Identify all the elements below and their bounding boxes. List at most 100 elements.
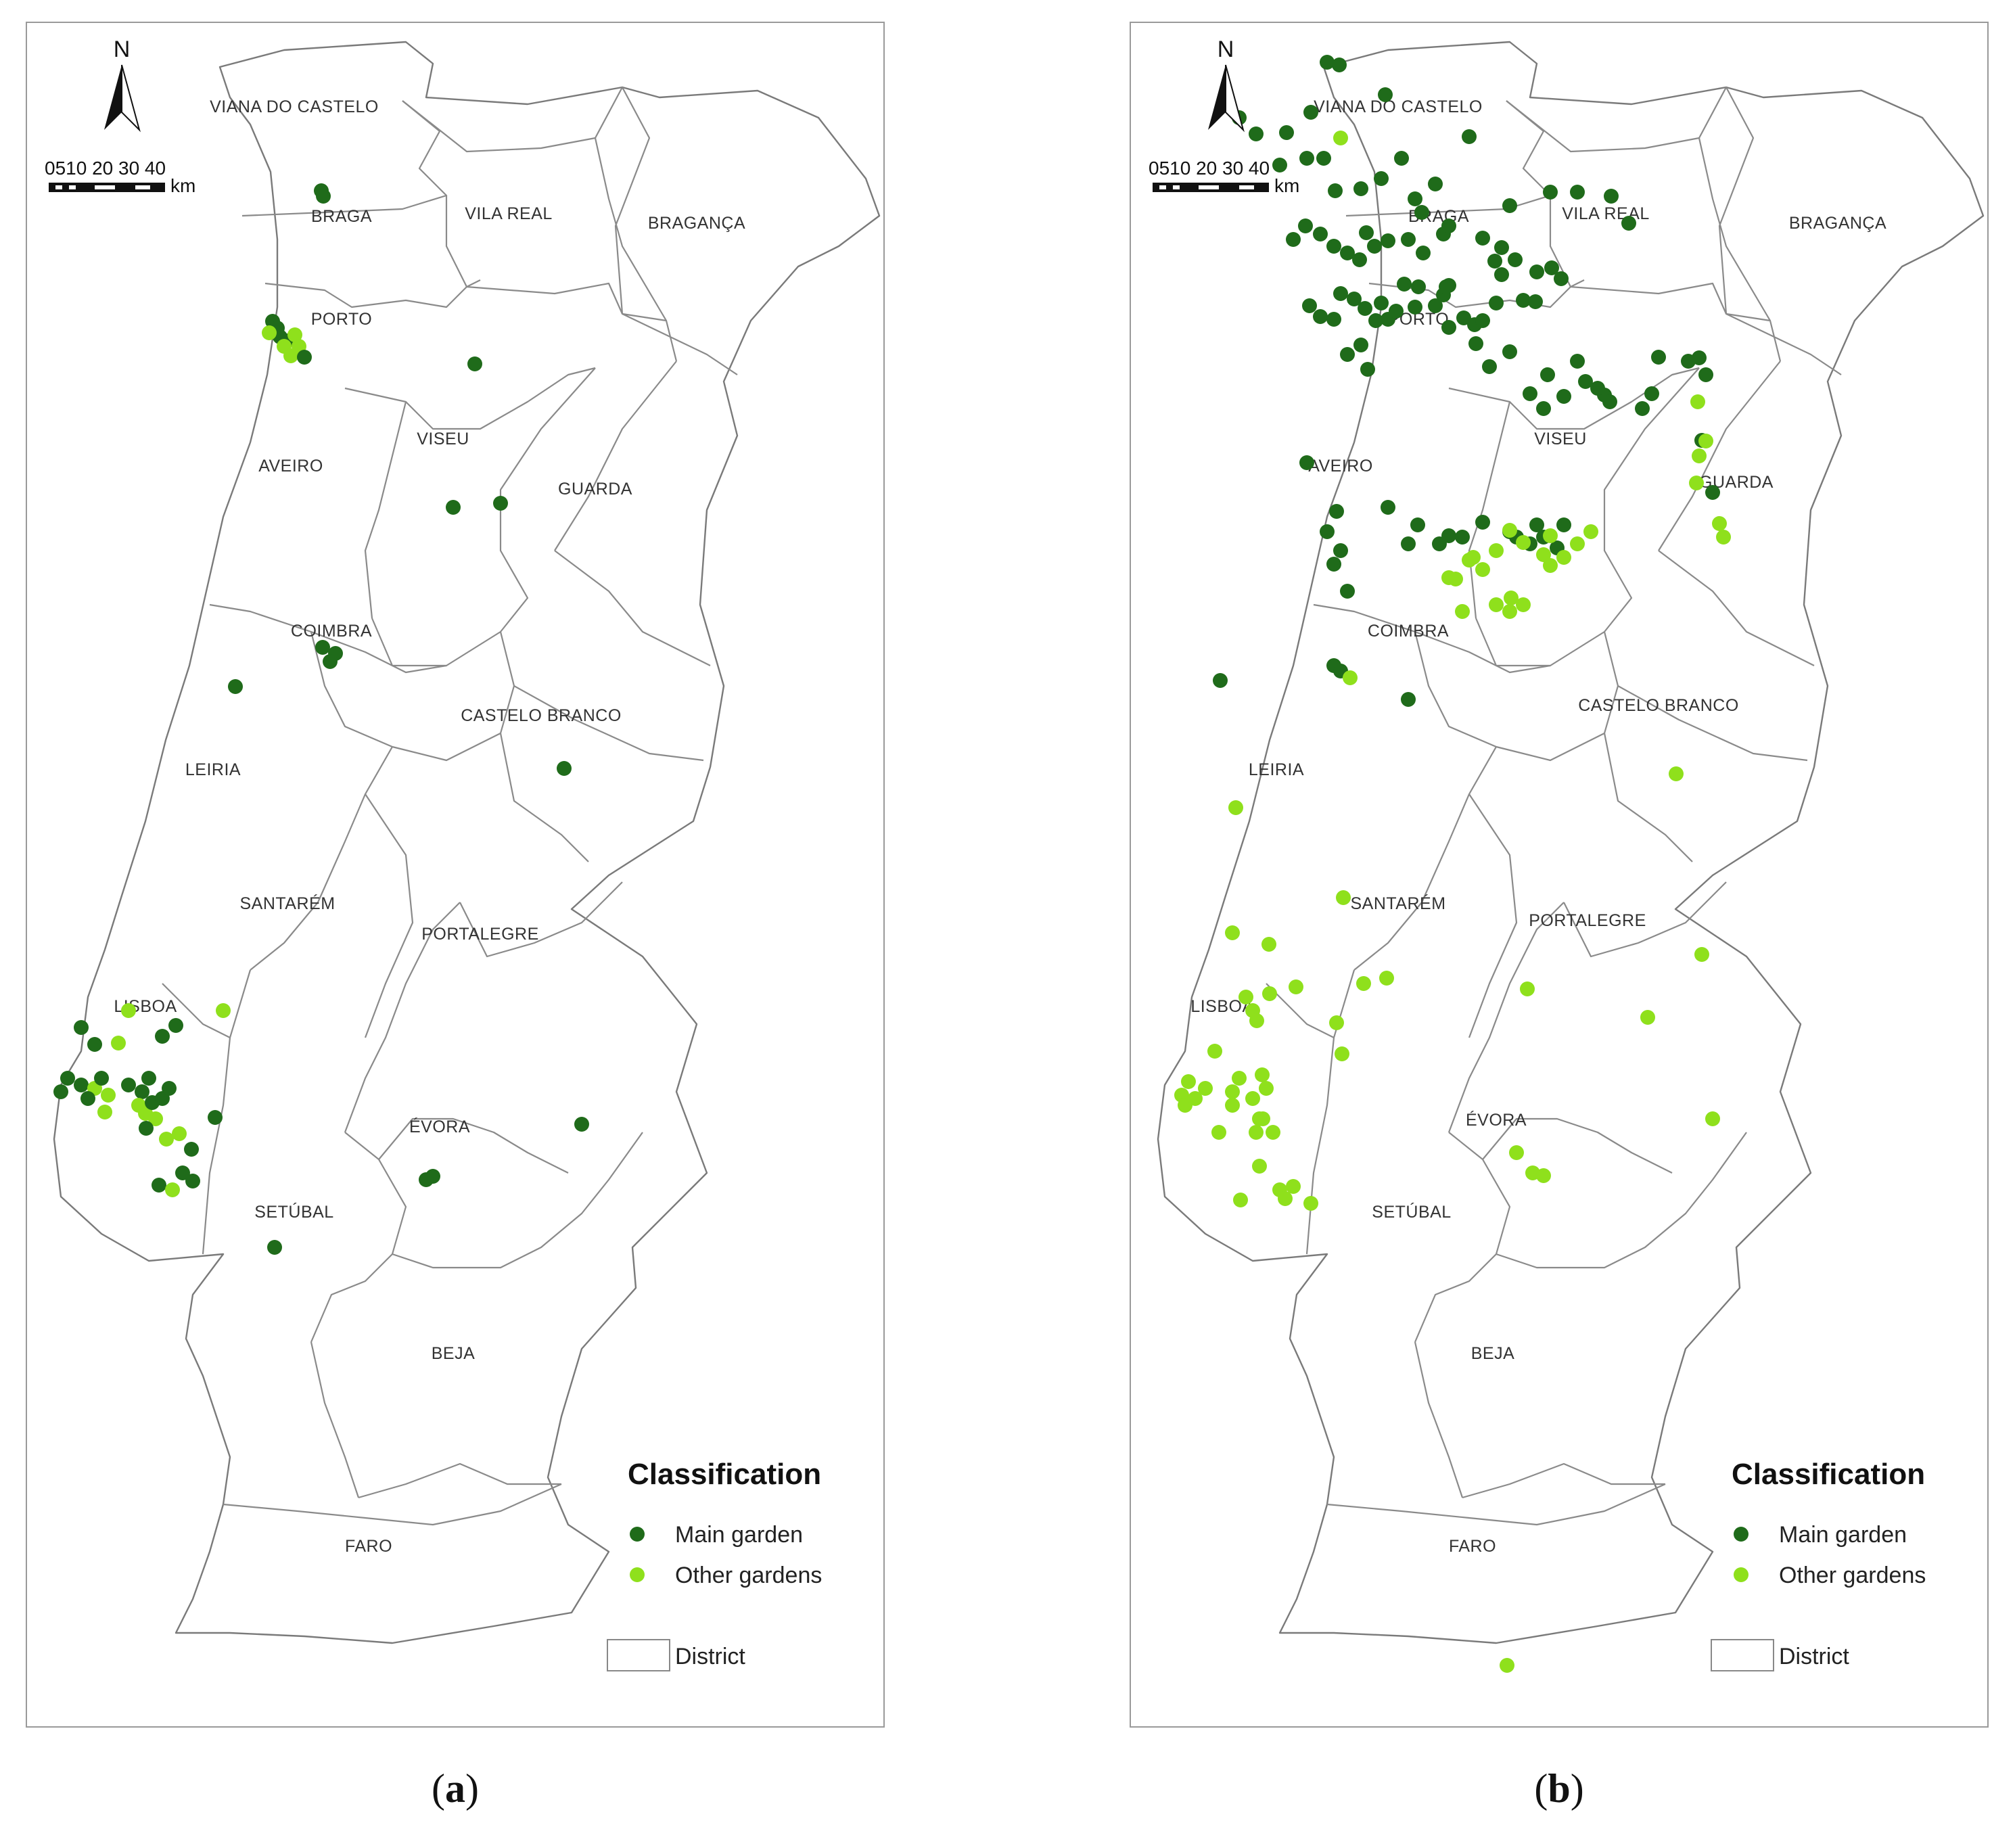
- main-garden-point: [155, 1029, 170, 1044]
- other-garden-point: [1225, 925, 1240, 940]
- district-border: [1468, 401, 1511, 619]
- main-garden-point: [1360, 362, 1375, 377]
- district-map-a: [53, 41, 881, 1644]
- map-svg-a: VIANA DO CASTELO BRAGA VILA REAL BRAGANÇA PO…: [45, 37, 881, 1671]
- main-garden-point: [419, 1172, 434, 1187]
- main-garden-point: [1378, 87, 1393, 102]
- main-garden-point: [1326, 239, 1341, 254]
- other-garden-point: [1303, 1196, 1318, 1211]
- district-border: [1482, 1117, 1673, 1174]
- main-garden-point: [1353, 181, 1368, 196]
- district-border: [1718, 87, 1755, 315]
- main-garden-point: [1333, 543, 1348, 558]
- district-border: [513, 685, 704, 762]
- other-garden-point: [1211, 1125, 1226, 1140]
- other-garden-point: [1249, 1013, 1264, 1028]
- other-garden-point: [1333, 131, 1348, 145]
- district-border: [1603, 733, 1693, 862]
- other-garden-point: [148, 1111, 163, 1126]
- other-garden-point: [1233, 1193, 1248, 1207]
- district-label: SETÚBAL: [1372, 1202, 1451, 1222]
- scale-ticks: 0510 20 30 40: [1149, 158, 1270, 179]
- main-garden-point: [1604, 189, 1619, 204]
- legend-other-label: Other gardens: [675, 1563, 822, 1588]
- district-map-b: [1157, 41, 1985, 1644]
- main-garden-point: [1441, 528, 1456, 543]
- district-border: [392, 1132, 643, 1269]
- other-garden-point: [101, 1088, 116, 1103]
- other-garden-point: [1698, 434, 1713, 448]
- district-border: [162, 983, 231, 1038]
- other-garden-point: [121, 1003, 136, 1018]
- north-arrow-right: [121, 64, 141, 133]
- district-border: [554, 361, 677, 551]
- other-garden-point: [1255, 1067, 1270, 1082]
- main-garden-point: [1482, 359, 1497, 374]
- main-garden-point: [1428, 298, 1443, 313]
- district-border: [371, 618, 501, 667]
- caption-b: (b): [1534, 1766, 1584, 1811]
- district-border: [1658, 361, 1781, 551]
- main-garden-point: [1340, 347, 1355, 362]
- north-arrow-icon: N: [1208, 37, 1245, 133]
- other-garden-point: [1289, 979, 1303, 994]
- other-garden-point: [1509, 1145, 1524, 1160]
- other-garden-point: [287, 327, 302, 342]
- main-garden-point: [1374, 171, 1389, 186]
- district-label: BRAGA: [311, 207, 372, 226]
- other-garden-point: [1502, 604, 1517, 619]
- other-garden-point: [1259, 1081, 1274, 1096]
- main-garden-point: [1508, 252, 1523, 267]
- district-label: GUARDA: [558, 480, 632, 499]
- other-garden-point: [1336, 890, 1351, 905]
- main-garden-point: [162, 1081, 177, 1096]
- main-garden-point: [1528, 294, 1543, 309]
- main-garden-point: [1332, 57, 1347, 72]
- legend-main-label: Main garden: [675, 1522, 803, 1548]
- main-garden-point: [1414, 205, 1429, 220]
- main-garden-point: [94, 1071, 109, 1086]
- main-garden-point: [1367, 239, 1382, 254]
- district-label: VISEU: [1534, 430, 1587, 448]
- main-garden-point: [1249, 126, 1264, 141]
- district-border: [1506, 87, 1727, 153]
- other-garden-point: [1252, 1159, 1267, 1174]
- district-label: BRAGANÇA: [648, 214, 745, 233]
- legend-main-swatch: [630, 1527, 645, 1542]
- main-garden-point: [1462, 129, 1477, 144]
- main-garden-point: [1347, 292, 1362, 306]
- district-border: [209, 603, 447, 674]
- scale-bar-segment: [95, 185, 115, 189]
- district-labels-a: VIANA DO CASTELO BRAGA VILA REAL BRAGANÇA PO…: [114, 97, 745, 1556]
- main-garden-point: [574, 1117, 589, 1132]
- district-label: CASTELO BRANCO: [461, 706, 622, 725]
- main-garden-point: [74, 1020, 89, 1035]
- other-garden-point: [1225, 1098, 1240, 1113]
- other-garden-point: [1278, 1191, 1293, 1206]
- main-garden-point: [1333, 286, 1348, 301]
- legend-other-swatch: [630, 1567, 645, 1582]
- north-arrow-left: [1208, 65, 1226, 130]
- main-garden-point: [1540, 367, 1555, 382]
- other-garden-point: [1262, 986, 1277, 1001]
- district-border: [378, 1117, 569, 1174]
- other-garden-point: [1669, 766, 1684, 781]
- main-garden-point: [1411, 279, 1426, 294]
- main-garden-point: [1286, 232, 1301, 247]
- district-border: [1326, 1483, 1666, 1526]
- other-garden-point: [1335, 1046, 1349, 1061]
- district-label: BRAGANÇA: [1789, 214, 1886, 233]
- scale-bar-segment: [1173, 185, 1180, 189]
- main-garden-point: [1590, 381, 1605, 396]
- district-border: [1603, 367, 1700, 632]
- main-garden-point: [1394, 151, 1409, 166]
- district-border: [1313, 603, 1551, 674]
- other-garden-point: [1536, 1168, 1551, 1183]
- caption-a: (a): [432, 1766, 479, 1811]
- main-garden-point: [74, 1078, 89, 1092]
- district-label: AVEIRO: [1308, 457, 1373, 476]
- main-garden-point: [1368, 313, 1383, 328]
- main-garden-point: [1416, 246, 1431, 260]
- other-garden-point: [1500, 1658, 1514, 1673]
- main-garden-point: [1570, 185, 1585, 200]
